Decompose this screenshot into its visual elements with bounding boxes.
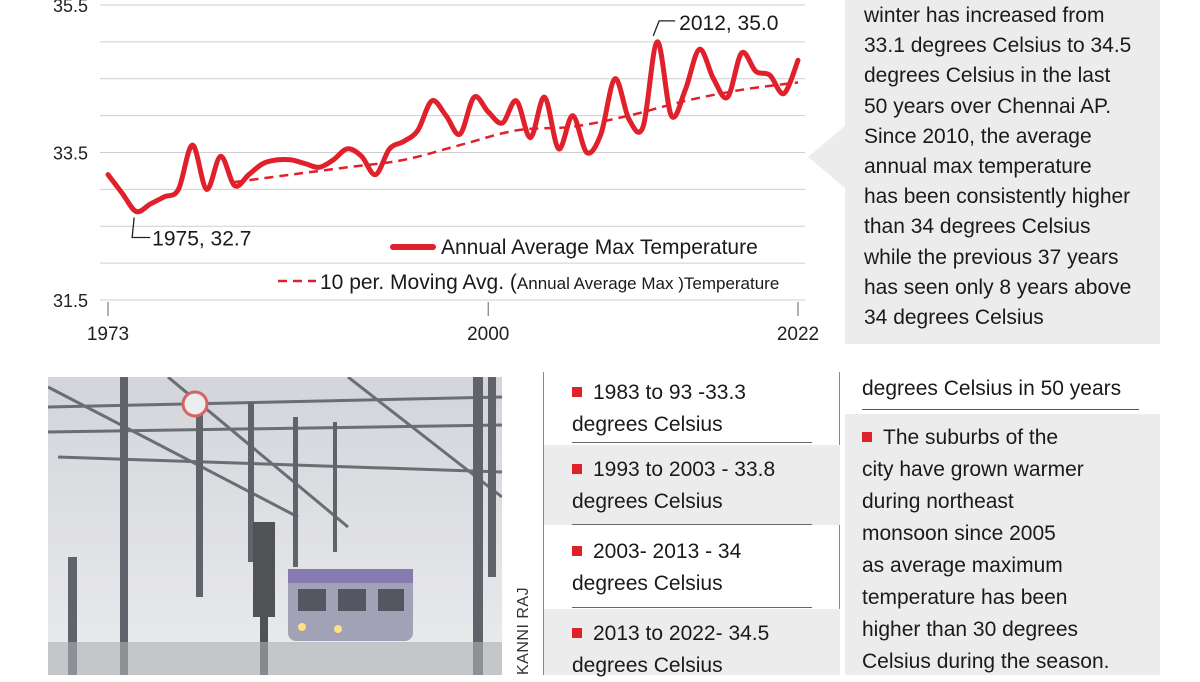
side-text-line: while the previous 37 years xyxy=(864,243,1154,273)
annotation-low: 1975, 32.7 xyxy=(152,228,251,251)
suburbs-note-line: The suburbs of the xyxy=(862,422,1152,454)
suburbs-note: degrees Celsius in 50 years The suburbs … xyxy=(845,372,1160,675)
annotation-peak: 2012, 35.0 xyxy=(679,12,778,35)
bullet-icon xyxy=(572,546,582,556)
x-tick-label: 2022 xyxy=(777,324,819,345)
period-range: 1983 to 93 -33.3 xyxy=(593,381,746,404)
suburbs-note-line: higher than 30 degrees xyxy=(862,614,1152,646)
side-text-line: 33.1 degrees Celsius to 34.5 xyxy=(864,31,1154,61)
bullet-icon xyxy=(572,628,582,638)
y-tick-label: 33.5 xyxy=(53,144,88,164)
side-text-line: has been consistently higher xyxy=(864,182,1154,212)
annotation-leader xyxy=(653,21,675,36)
bullet-icon xyxy=(862,432,872,442)
bullet-icon xyxy=(572,387,582,397)
suburbs-note-line: city have grown warmer xyxy=(862,454,1152,486)
temperature-line-chart: 35.5 33.5 31.5 1973 2000 2022 2012, 35.0 1975, … xyxy=(0,0,840,360)
period-unit: degrees Celsius xyxy=(572,654,723,677)
annotation-leader xyxy=(132,218,150,238)
period-item: 1993 to 2003 - 33.8 degrees Celsius xyxy=(544,445,840,525)
period-item: 2013 to 2022- 34.5 degrees Celsius xyxy=(544,609,840,675)
suburbs-note-line: monsoon since 2005 xyxy=(862,518,1152,550)
period-item: 1983 to 93 -33.3 degrees Celsius xyxy=(544,372,840,452)
period-item: 2003- 2013 - 34 degrees Celsius xyxy=(544,527,840,607)
side-text-line: 50 years over Chennai AP. xyxy=(864,92,1154,122)
x-tick-label: 2000 xyxy=(467,324,509,345)
photo-credit: KANNI RAJ xyxy=(507,565,537,675)
period-unit: degrees Celsius xyxy=(572,490,723,513)
side-text-line: winter has increased from xyxy=(864,1,1154,31)
suburbs-note-line: as average maximum xyxy=(862,550,1152,582)
x-tick-label: 1973 xyxy=(87,324,129,345)
y-tick-label: 35.5 xyxy=(53,0,88,16)
legend-solid-label: Annual Average Max Temperature xyxy=(441,236,758,259)
side-text-line: annual max temperature xyxy=(864,152,1154,182)
suburbs-note-line: temperature has been xyxy=(862,582,1152,614)
period-range: 2003- 2013 - 34 xyxy=(593,540,741,563)
side-text-line: 34 degrees Celsius xyxy=(864,303,1154,333)
period-range: 1993 to 2003 - 33.8 xyxy=(593,458,775,481)
suburbs-note-line: Celsius during the season. xyxy=(862,646,1152,678)
side-text-line: has seen only 8 years above xyxy=(864,273,1154,303)
right-top-line: degrees Celsius in 50 years xyxy=(862,373,1121,405)
period-unit: degrees Celsius xyxy=(572,413,723,436)
annual-max-line xyxy=(108,42,798,212)
callout-pointer xyxy=(808,125,846,189)
side-text-line: Since 2010, the average xyxy=(864,122,1154,152)
bullet-icon xyxy=(572,464,582,474)
y-tick-label: 31.5 xyxy=(53,291,88,311)
train-photo xyxy=(48,377,502,675)
period-unit: degrees Celsius xyxy=(572,572,723,595)
side-text-line: degrees Celsius in the last xyxy=(864,61,1154,91)
legend-dashed-label: 10 per. Moving Avg. (Annual Average Max … xyxy=(320,271,779,294)
suburbs-note-line: during northeast xyxy=(862,486,1152,518)
period-range: 2013 to 2022- 34.5 xyxy=(593,622,769,645)
side-text-line: than 34 degrees Celsius xyxy=(864,212,1154,242)
